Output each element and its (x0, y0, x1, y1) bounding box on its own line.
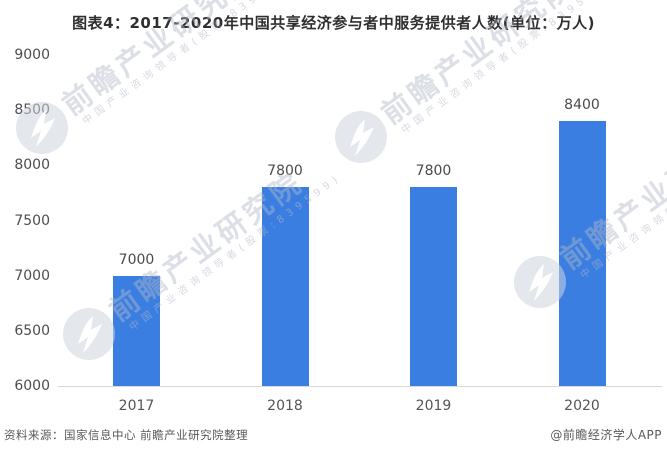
y-tick-label: 6500 (14, 322, 50, 339)
bar (261, 187, 309, 386)
x-tick-label: 2020 (564, 398, 600, 414)
y-tick-label: 9000 (14, 47, 50, 63)
y-tick-label: 8000 (14, 157, 50, 174)
bar-value-label: 7800 (415, 163, 452, 180)
y-tick-label: 7000 (14, 267, 50, 284)
x-tick-label: 2017 (118, 398, 155, 414)
bar-value-label: 8400 (564, 97, 600, 114)
y-tick-label: 7500 (14, 212, 50, 229)
y-tick-label: 8500 (14, 102, 50, 119)
x-tick-label: 2018 (267, 398, 303, 414)
bar (410, 187, 457, 386)
source-note: 资料来源：国家信息中心 前瞻产业研究院整理 (4, 428, 249, 442)
chart-title: 图表4：2017-2020年中国共享经济参与者中服务提供者人数(单位：万人) (72, 14, 595, 32)
bar (558, 121, 606, 386)
brand-credit: @前瞻经济学人APP (550, 428, 662, 442)
bar-value-label: 7000 (118, 251, 155, 268)
axis-baseline (58, 386, 662, 387)
x-tick-label: 2019 (415, 398, 452, 414)
bar-value-label: 7800 (267, 163, 303, 180)
y-tick-label: 6000 (14, 378, 50, 394)
bar (113, 275, 160, 386)
